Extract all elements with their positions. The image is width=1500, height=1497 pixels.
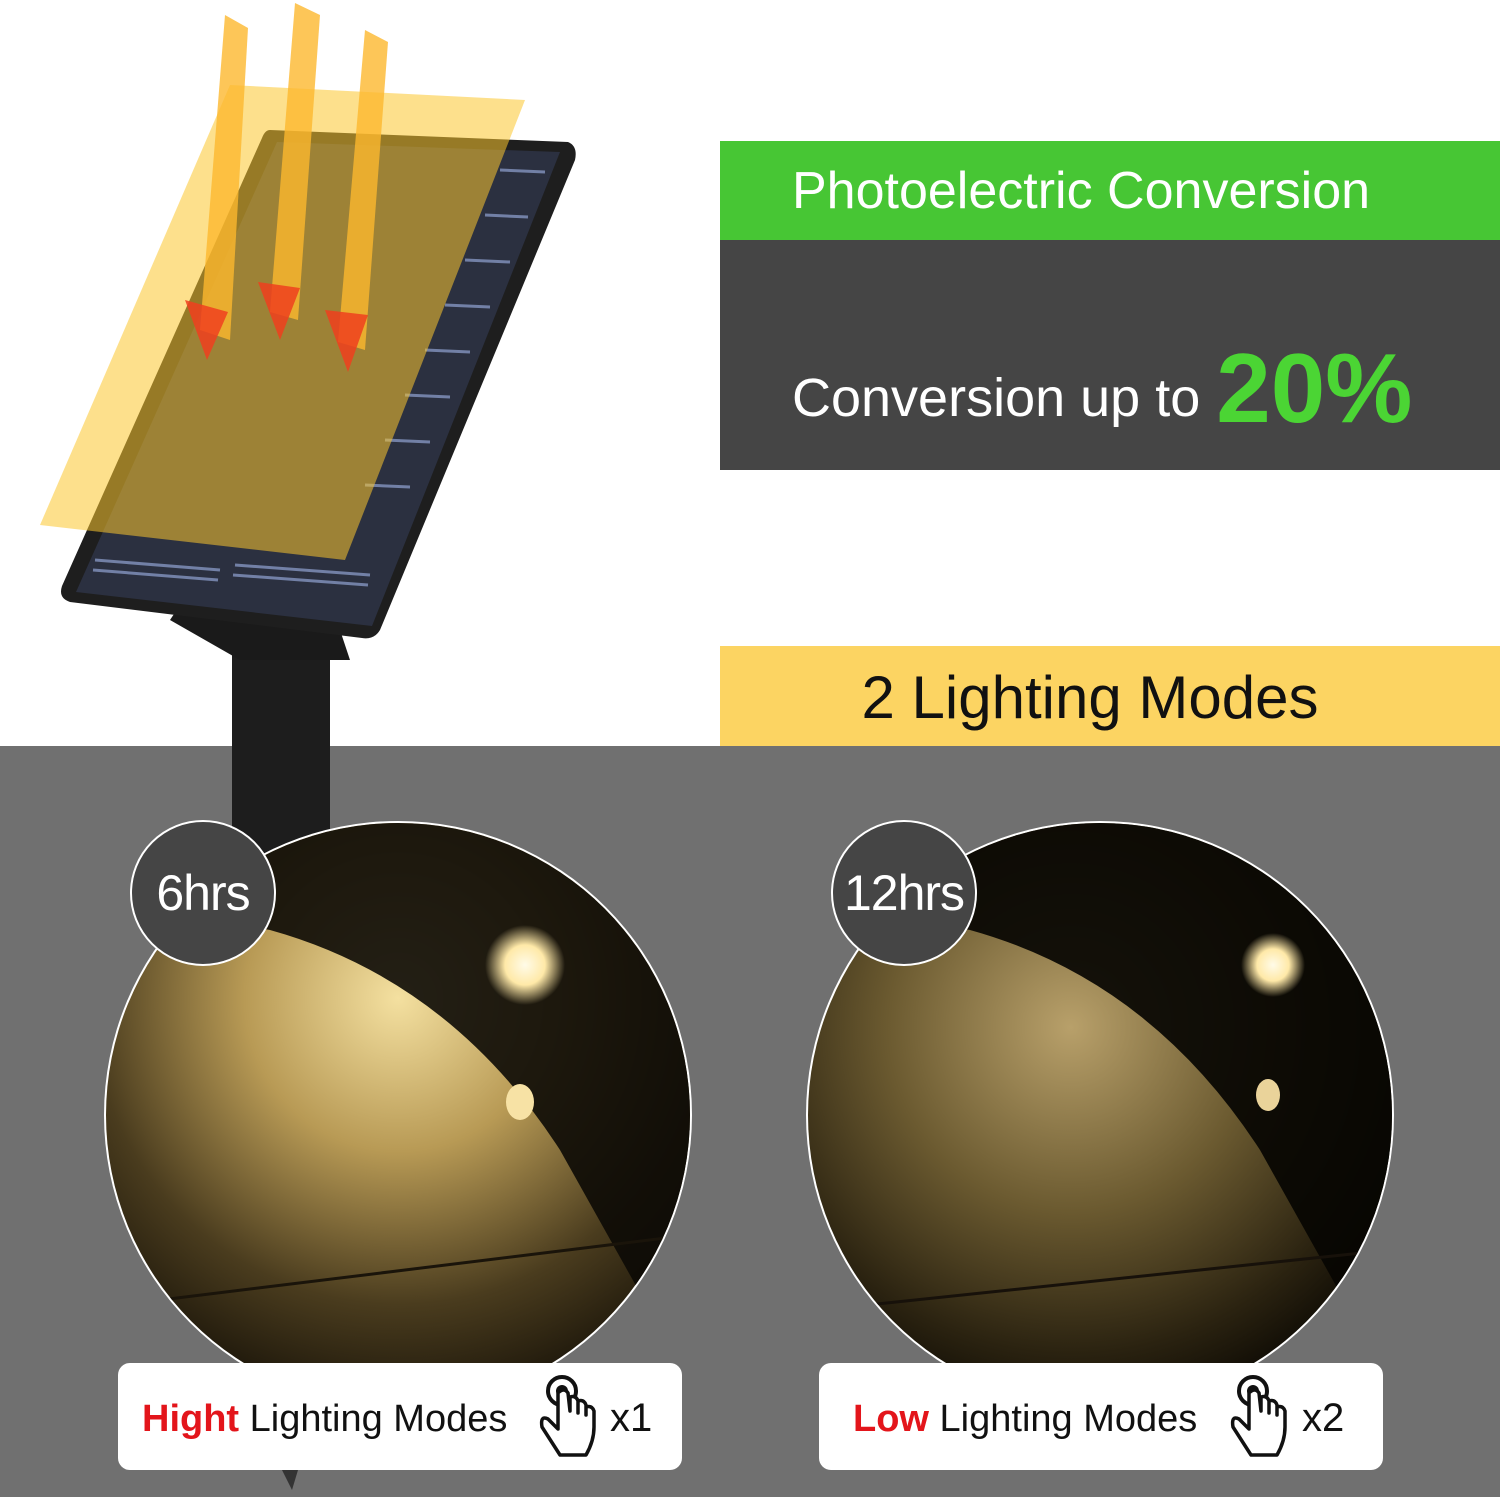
low-mode-label: Low Lighting Modes x2 <box>819 1363 1383 1470</box>
conversion-value: 20% <box>1216 333 1413 443</box>
conversion-text: Conversion up to 20% <box>792 332 1412 445</box>
high-mode-label: Hight Lighting Modes x1 <box>118 1363 682 1470</box>
low-mode-photo <box>806 821 1394 1409</box>
press-count: x2 <box>1302 1396 1345 1440</box>
mode-highlight: Low <box>853 1398 929 1440</box>
sun-arrow-icons <box>185 282 368 372</box>
high-mode-photo <box>104 821 692 1409</box>
sunlight-overlay <box>40 3 525 560</box>
duration-badge-6hrs: 6hrs <box>130 820 276 966</box>
conversion-rate-panel: Conversion up to 20% <box>720 240 1500 470</box>
hand-tap-icon <box>539 1375 596 1457</box>
duration-badge-12hrs: 12hrs <box>831 820 977 966</box>
mode-highlight: Hight <box>142 1398 240 1440</box>
mode-label: Lighting Modes <box>939 1398 1198 1440</box>
press-count: x1 <box>610 1396 653 1440</box>
lighting-modes-banner: 2 Lighting Modes <box>720 646 1500 746</box>
mode-label: Lighting Modes <box>249 1398 508 1440</box>
photoelectric-conversion-banner: Photoelectric Conversion <box>720 141 1500 241</box>
hand-tap-icon <box>1230 1375 1287 1457</box>
conversion-prefix: Conversion up to <box>792 368 1201 428</box>
